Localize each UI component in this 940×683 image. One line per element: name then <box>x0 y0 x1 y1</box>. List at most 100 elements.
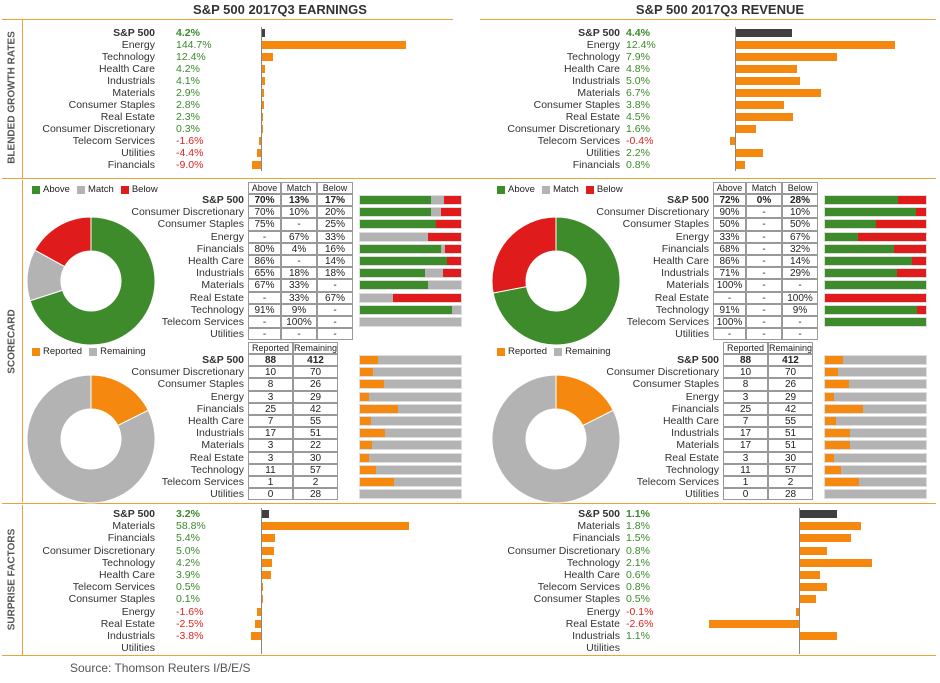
row-label: Utilities <box>210 488 244 501</box>
row-label: Telecom Services <box>161 316 244 328</box>
value-label: -9.0% <box>176 159 204 171</box>
row-label: Materials <box>666 279 709 292</box>
row-label: Health Care <box>187 255 244 267</box>
table-cell: 22 <box>293 439 338 452</box>
category-label: Financials <box>572 159 620 171</box>
data-bar <box>799 558 872 567</box>
category-label: Consumer Staples <box>533 593 620 606</box>
bar-segment-above <box>360 257 447 265</box>
category-label: Industrials <box>572 75 620 87</box>
reported-legend: Reported Remaining <box>32 346 146 357</box>
bar-segment-remaining <box>837 368 926 377</box>
row-label: S&P 500 <box>202 354 244 366</box>
category-label: Real Estate <box>100 111 155 123</box>
data-bar <box>735 125 756 133</box>
table-cell: 0 <box>723 488 768 501</box>
data-bar <box>799 546 827 555</box>
category-label: Consumer Staples <box>68 99 155 111</box>
table-cell: 8 <box>723 378 768 391</box>
category-label: Utilities <box>121 642 155 655</box>
table-cell: 68% <box>713 242 746 255</box>
table-cell: 51 <box>768 427 813 440</box>
category-label: Materials <box>112 520 155 533</box>
row-label: Telecom Services <box>626 316 709 328</box>
source-note: Source: Thomson Reuters I/B/E/S <box>70 661 251 675</box>
category-label: Technology <box>566 556 620 569</box>
table-cell: 91% <box>248 303 281 316</box>
table-cell: 33% <box>281 279 317 292</box>
row-label: Health Care <box>662 415 719 427</box>
category-label: Energy <box>121 39 155 51</box>
row-label: S&P 500 <box>677 354 719 366</box>
column-header: Match <box>746 181 782 194</box>
category-label: S&P 500 <box>113 508 155 520</box>
value-label: -4.4% <box>176 147 204 159</box>
row-label: Financials <box>661 242 709 255</box>
table-cell: 25% <box>317 218 353 231</box>
legend-swatch <box>89 347 98 356</box>
value-label: -0.4% <box>626 135 654 147</box>
bar-segment-remaining <box>372 368 461 377</box>
value-label: 5.0% <box>176 544 200 557</box>
table-cell: - <box>317 316 353 329</box>
stacked-bar <box>824 195 927 205</box>
table-cell: - <box>746 206 782 219</box>
bar-segment-reported <box>825 478 859 486</box>
bar-segment-above <box>360 244 441 253</box>
bar-segment-below <box>444 244 461 253</box>
category-label: Consumer Staples <box>533 99 620 111</box>
table-cell: - <box>746 316 782 329</box>
table-cell: - <box>248 316 281 329</box>
table-cell: - <box>746 267 782 280</box>
bar-segment-match <box>360 232 428 241</box>
table-cell: 1 <box>248 476 293 489</box>
data-bar <box>251 161 261 169</box>
bar-segment-above <box>360 305 452 314</box>
stacked-bar <box>824 391 927 402</box>
table-cell: 9% <box>782 303 818 316</box>
table-cell: 18% <box>317 267 353 280</box>
table-cell: 30 <box>293 451 338 464</box>
bar-segment-reported <box>360 417 372 425</box>
bar-segment-remaining <box>858 478 926 486</box>
row-label: Financials <box>196 402 244 415</box>
bar-segment-above <box>825 305 917 314</box>
stacked-bar <box>824 292 927 303</box>
value-label: 7.9% <box>626 51 650 63</box>
table-cell: 26 <box>293 378 338 391</box>
data-bar <box>261 522 409 531</box>
table-cell: 33% <box>281 291 317 304</box>
legend-label: Below <box>131 184 158 195</box>
data-bar <box>261 101 264 109</box>
bar-segment-remaining <box>383 380 461 389</box>
table-cell: 13% <box>281 194 317 207</box>
table-cell: - <box>746 303 782 316</box>
legend-label: Above <box>43 184 70 195</box>
donut-slice <box>491 216 557 294</box>
bar-segment-remaining <box>825 490 926 499</box>
legend-label: Reported <box>43 346 83 357</box>
row-label: Real Estate <box>189 451 244 464</box>
row-label: Materials <box>676 439 719 452</box>
stacked-bar <box>824 403 927 414</box>
scorecard-legend: Above Match Below <box>32 184 158 195</box>
value-label: 4.2% <box>176 27 200 39</box>
category-label: Financials <box>107 159 155 171</box>
table-cell: 57 <box>768 463 813 476</box>
stacked-bar <box>824 355 927 365</box>
bar-segment-above <box>360 196 431 204</box>
legend-label: Match <box>87 184 114 195</box>
table-cell: 14% <box>782 255 818 268</box>
category-label: Utilities <box>121 147 155 159</box>
value-label: 2.2% <box>626 147 650 159</box>
bar-segment-reported <box>360 478 394 486</box>
row-label: Energy <box>210 230 244 243</box>
row-label: Consumer Staples <box>632 378 719 391</box>
divider <box>2 19 453 20</box>
category-label: S&P 500 <box>113 27 155 39</box>
table-cell: - <box>281 328 317 341</box>
legend-label: Remaining <box>565 346 611 357</box>
row-label: Consumer Discretionary <box>606 366 719 379</box>
zero-axis <box>735 27 736 171</box>
donut-slice <box>29 216 156 346</box>
